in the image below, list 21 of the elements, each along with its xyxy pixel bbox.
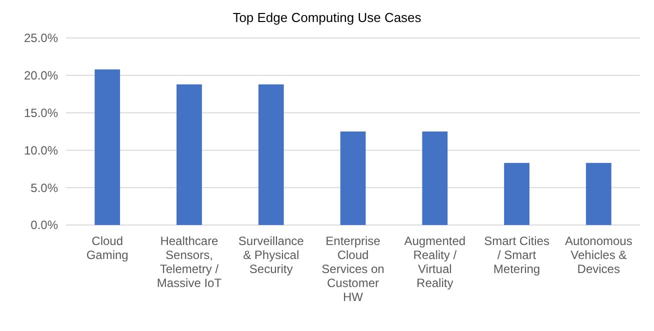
x-tick-label: Surveillance & Physical Security [238,234,304,276]
chart-title: Top Edge Computing Use Cases [232,10,422,25]
x-tick-label: Smart Cities / Smart Metering [484,234,550,276]
x-tick-label: Augmented Reality / Virtual Reality [404,234,466,290]
y-tick-label: 15.0% [24,106,58,120]
x-tick-label: Healthcare Sensors, Telemetry / Massive IoT [156,234,222,290]
bar [176,84,202,225]
bar [422,132,448,225]
x-tick-label: Autonomous Vehicles & Devices [564,234,632,276]
y-tick-label: 5.0% [30,180,58,195]
x-tick-label: Enterprise Cloud Services on Customer HW [322,234,384,304]
y-tick-label: 20.0% [24,68,58,83]
bar [586,162,612,225]
bar [258,84,284,225]
bar [504,162,530,225]
y-tick-label: 0.0% [30,218,58,232]
x-tick-label: Cloud Gaming [86,234,128,262]
y-tick-label: 10.0% [24,143,58,158]
y-tick-label: 25.0% [24,31,58,46]
bar [94,69,120,225]
bar [340,132,366,225]
